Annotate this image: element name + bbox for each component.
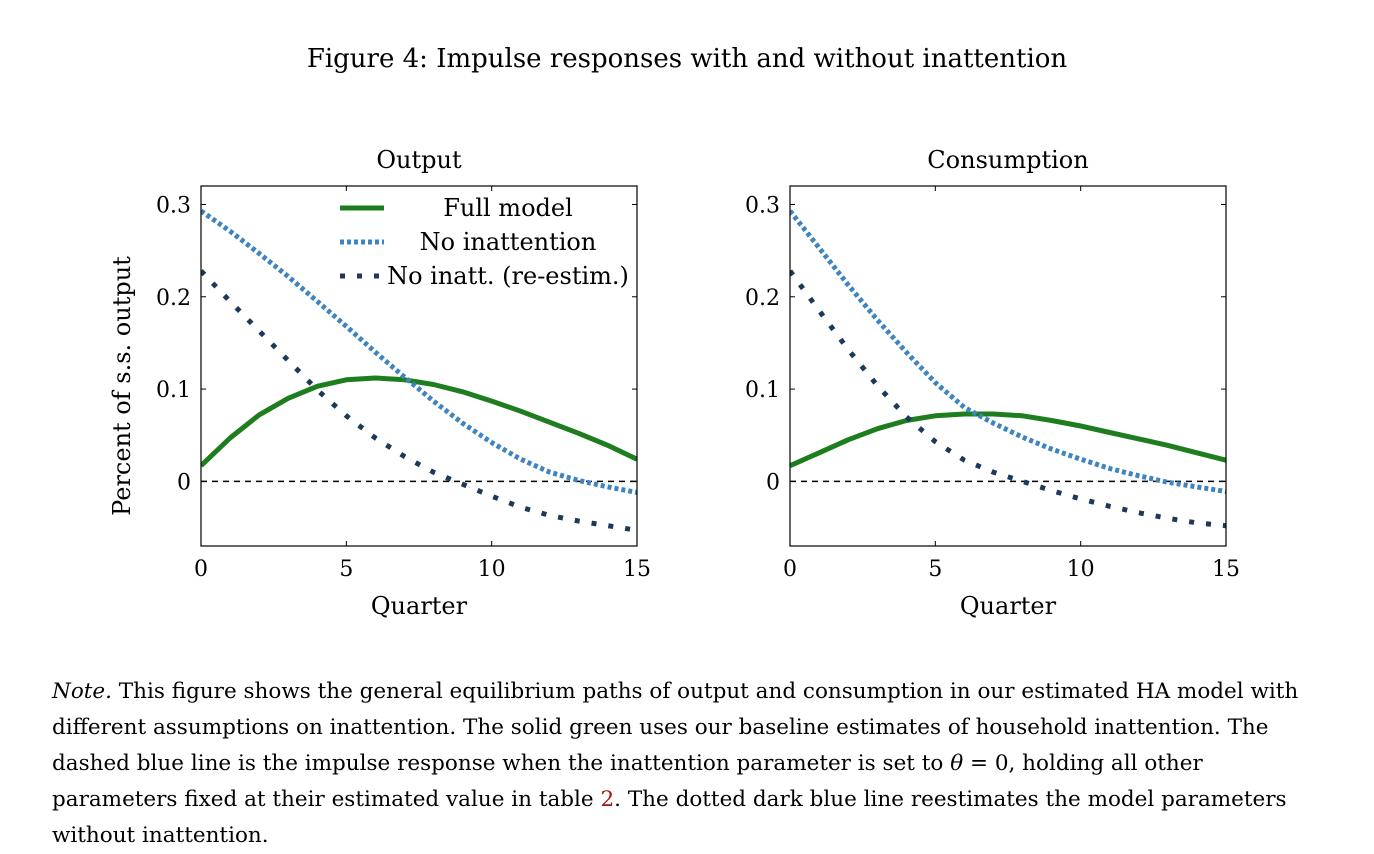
legend-label-full-model: Full model <box>443 194 573 222</box>
note-label: Note. <box>52 679 112 704</box>
x-tick-label: 15 <box>623 557 651 582</box>
x-axis-label: Quarter <box>371 592 468 620</box>
x-tick-label: 0 <box>194 557 208 582</box>
note-text-2: , holding all other parameters fixed at … <box>52 751 1203 812</box>
plot-frame <box>789 185 1227 547</box>
series-line-full-model <box>201 375 637 468</box>
plot-frame <box>200 185 638 547</box>
y-axis-label: Percent of s.s. output <box>108 256 136 516</box>
figure-title: Figure 4: Impulse responses with and wit… <box>306 44 1068 74</box>
x-axis-label: Quarter <box>960 592 1057 620</box>
x-tick-label: 5 <box>339 557 353 582</box>
series-line-no-inattention <box>201 208 637 495</box>
series-line-no-inatt-reestim <box>201 269 637 533</box>
figure-charts: 0 5 10 15 0 0.1 0.2 0.3 Output Quarter Percent of … <box>108 146 1240 620</box>
x-tick-label: 5 <box>928 557 942 582</box>
note-theta-symbol: θ <box>950 751 964 776</box>
y-tick-label: 0.3 <box>156 193 191 218</box>
x-tick-label: 10 <box>1067 557 1095 582</box>
x-tick-label: 0 <box>783 557 797 582</box>
y-tick-label: 0.1 <box>156 378 191 403</box>
figure-note: Note. This figure shows the general equi… <box>52 674 1312 854</box>
x-tick-label: 10 <box>478 557 506 582</box>
y-tick-label: 0 <box>177 470 191 495</box>
series-line-no-inattention <box>790 209 1226 494</box>
x-tick-label: 15 <box>1212 557 1240 582</box>
series-line-full-model <box>790 411 1226 468</box>
chart-title: Consumption <box>927 146 1088 174</box>
series-line-no-inatt-reestim <box>790 269 1226 529</box>
note-equals: = 0 <box>963 751 1009 776</box>
y-tick-label: 0.2 <box>745 286 780 311</box>
chart-title: Output <box>376 146 462 174</box>
legend: Full model No inattention No inatt. (re-es… <box>340 194 629 290</box>
y-tick-label: 0.2 <box>156 286 191 311</box>
chart-panel-2: 0 5 10 15 0 0.1 0.2 0.3 Consumption Quarter <box>745 146 1240 620</box>
legend-label-no-inatt-reestim: No inatt. (re-estim.) <box>387 262 629 290</box>
chart-panel-1: 0 5 10 15 0 0.1 0.2 0.3 Output Quarter Percent of … <box>108 146 651 620</box>
y-tick-label: 0.1 <box>745 378 780 403</box>
note-text-1: This figure shows the general equilibriu… <box>52 679 1299 776</box>
y-tick-label: 0 <box>766 470 780 495</box>
table-reference-link[interactable]: 2 <box>600 787 615 812</box>
legend-label-no-inattention: No inattention <box>420 228 597 256</box>
y-tick-label: 0.3 <box>745 193 780 218</box>
